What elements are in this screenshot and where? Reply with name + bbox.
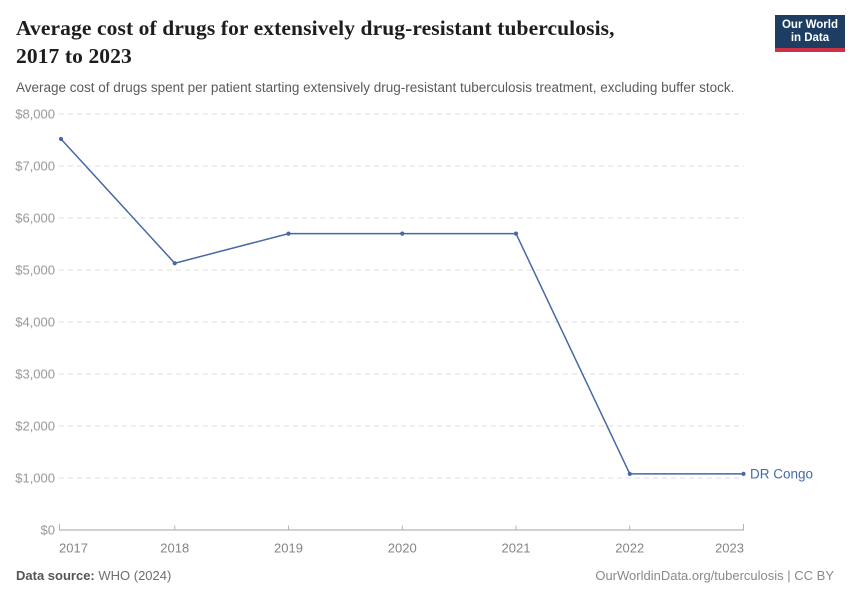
chart-header: Average cost of drugs for extensively dr…	[16, 14, 756, 96]
data-point	[741, 471, 746, 476]
data-point	[400, 231, 405, 236]
owid-attribution-link[interactable]: OurWorldinData.org/tuberculosis | CC BY	[595, 568, 834, 583]
x-axis-year-label: 2023	[715, 541, 744, 556]
series-end-label: DR Congo	[750, 466, 813, 481]
owid-logo[interactable]: Our World in Data	[774, 15, 845, 52]
x-axis-year-label: 2017	[59, 541, 88, 556]
y-axis-tick-label: $2,000	[15, 419, 55, 434]
y-axis-tick-label: $8,000	[15, 107, 55, 122]
owid-logo-line1: Our World	[781, 19, 838, 31]
data-source-value: WHO (2024)	[94, 568, 172, 583]
x-axis-year-label: 2020	[388, 541, 417, 556]
data-point	[172, 261, 177, 266]
chart-title: Average cost of drugs for extensively dr…	[16, 14, 756, 70]
owid-logo-line2: in Data	[790, 32, 830, 44]
chart-title-line2: 2017 to 2023	[16, 44, 132, 68]
data-point	[58, 136, 64, 142]
x-axis-year-label: 2018	[160, 541, 189, 556]
chart-title-line1: Average cost of drugs for extensively dr…	[16, 16, 615, 40]
data-source-note: Data source: WHO (2024)	[16, 568, 171, 583]
data-point	[627, 471, 632, 476]
line-chart: $0 $1,000 $2,000 $3,000 $4,000 $5,000 $6,000 $7…	[15, 107, 813, 556]
chart-footer: Data source: WHO (2024) OurWorldinData.o…	[16, 568, 834, 583]
data-point	[286, 231, 291, 236]
y-axis-tick-label: $7,000	[15, 159, 55, 174]
series-line	[60, 138, 745, 475]
x-axis-year-label: 2021	[502, 541, 531, 556]
data-source-label: Data source:	[16, 568, 95, 583]
data-point	[513, 231, 519, 236]
y-axis-tick-label: $4,000	[15, 315, 55, 330]
y-axis-tick-label: $6,000	[15, 211, 55, 226]
y-axis-tick-label: $3,000	[15, 367, 55, 382]
y-axis-tick-label: $5,000	[15, 263, 55, 278]
x-axis-year-label: 2022	[615, 541, 644, 556]
x-axis-year-label: 2019	[274, 541, 303, 556]
y-axis-tick-label: $1,000	[15, 471, 55, 486]
chart-subtitle: Average cost of drugs spent per patient …	[16, 80, 735, 95]
y-axis-tick-label: $0	[41, 523, 55, 538]
